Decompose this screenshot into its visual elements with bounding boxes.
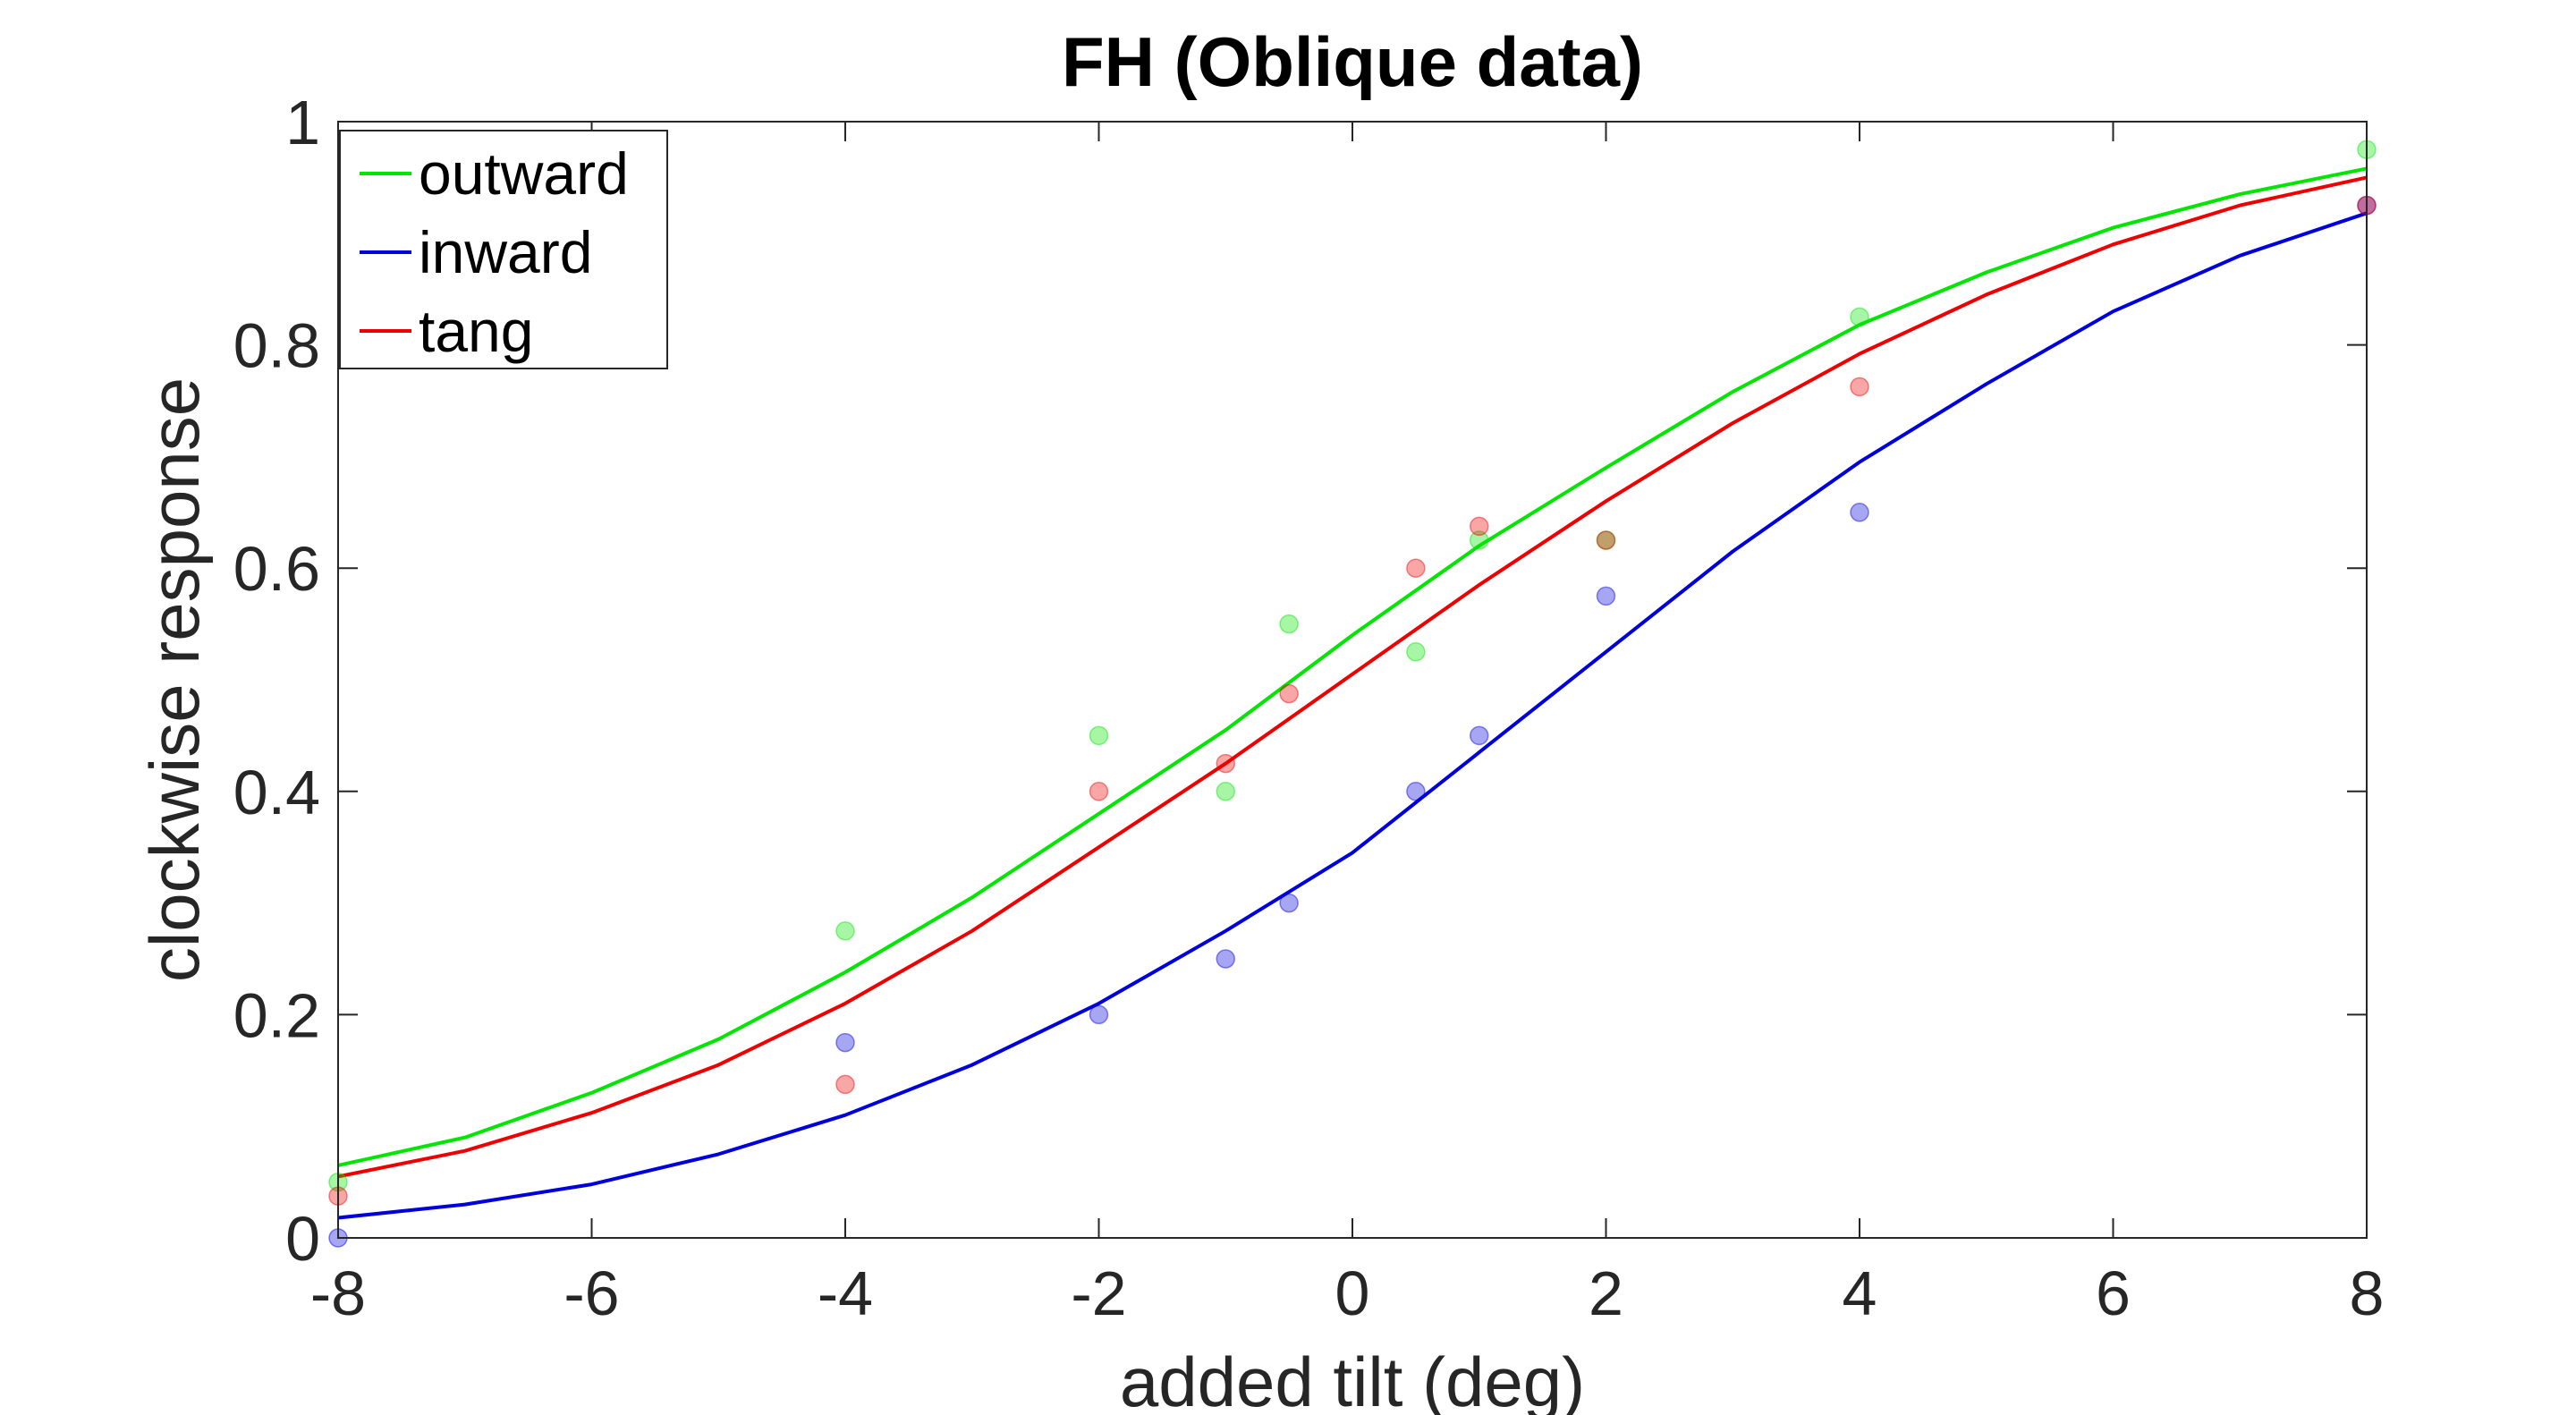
x-tick-label: 6 <box>2096 1258 2131 1328</box>
x-tick-label: 2 <box>1589 1258 1623 1328</box>
chart-title: FH (Oblique data) <box>1062 22 1643 101</box>
data-point-outward <box>1851 308 1868 326</box>
data-point-outward <box>836 922 854 940</box>
x-axis-label: added tilt (deg) <box>1120 1343 1585 1415</box>
data-point-tang <box>1090 783 1108 801</box>
legend-label-outward: outward <box>419 140 629 207</box>
x-tick-label: 4 <box>1843 1258 1877 1328</box>
data-point-inward <box>1090 1005 1108 1023</box>
data-point-inward <box>1470 726 1488 744</box>
x-tick-label: -6 <box>564 1258 619 1328</box>
x-tick-label: -4 <box>818 1258 873 1328</box>
x-tick-label: 8 <box>2350 1258 2385 1328</box>
data-point-tang <box>1407 559 1425 577</box>
data-point-tang <box>1597 531 1615 549</box>
data-point-tang <box>1216 755 1234 773</box>
x-tick-label: 0 <box>1335 1258 1370 1328</box>
y-tick-label: 0.8 <box>233 311 320 381</box>
y-tick-label: 0.6 <box>233 534 320 604</box>
data-point-outward <box>1280 615 1298 633</box>
data-point-inward <box>836 1034 854 1052</box>
legend-label-inward: inward <box>419 219 592 285</box>
data-point-outward <box>1090 726 1108 744</box>
legend-label-tang: tang <box>419 298 533 364</box>
data-point-inward <box>1851 504 1868 521</box>
data-point-outward <box>1407 643 1425 661</box>
y-tick-label: 0.2 <box>233 980 320 1050</box>
y-tick-label: 0 <box>285 1204 320 1274</box>
y-tick-label: 0.4 <box>233 758 320 827</box>
data-point-tang <box>1851 377 1868 395</box>
data-point-inward <box>1407 783 1425 801</box>
data-point-inward <box>1597 587 1615 605</box>
data-point-outward <box>1216 783 1234 801</box>
y-tick-label: 1 <box>285 88 320 157</box>
data-point-inward <box>1280 894 1298 912</box>
data-point-tang <box>1280 685 1298 703</box>
x-tick-label: -2 <box>1071 1258 1126 1328</box>
data-point-tang <box>836 1075 854 1093</box>
data-point-tang <box>1470 517 1488 535</box>
y-axis-label: clockwise response <box>135 377 214 982</box>
data-point-inward <box>1216 950 1234 968</box>
legend: outward inward tang <box>340 131 667 369</box>
